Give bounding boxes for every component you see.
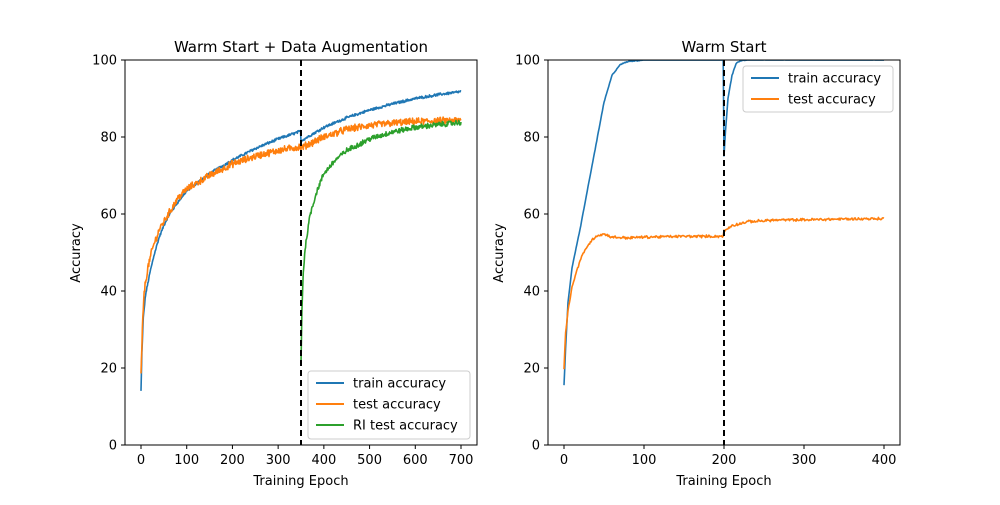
left-x-tick-label-200: 200	[220, 453, 245, 468]
left-legend: train accuracy test accuracy RI test accur…	[307, 370, 471, 440]
left-x-tick-label-600: 600	[403, 453, 428, 468]
right-x-tick-label-0: 0	[560, 453, 568, 468]
left-legend-label-ri-test-accuracy: RI test accuracy	[353, 419, 458, 434]
right-legend: train accuracy test accuracy	[742, 65, 894, 113]
left-legend-label-test-accuracy: test accuracy	[353, 398, 441, 413]
left-legend-label-train-accuracy: train accuracy	[353, 377, 446, 392]
right-chart-panel: Warm Start Training Epoch Accuracy 0 100 2…	[492, 38, 901, 489]
left-x-tick-label-100: 100	[174, 453, 199, 468]
right-x-tick-label-200: 200	[712, 453, 737, 468]
right-y-tick-label-0: 0	[532, 439, 540, 454]
left-x-tick-label-0: 0	[137, 453, 145, 468]
left-chart-title: Warm Start + Data Augmentation	[174, 38, 428, 56]
left-x-tick-label-500: 500	[357, 453, 382, 468]
right-legend-box	[742, 65, 894, 113]
right-y-tick-label-60: 60	[523, 208, 540, 223]
left-y-tick-label-80: 80	[100, 131, 117, 146]
left-x-tick-label-700: 700	[449, 453, 474, 468]
right-x-tick-label-100: 100	[632, 453, 657, 468]
right-y-tick-label-80: 80	[523, 131, 540, 146]
left-y-tick-label-20: 20	[100, 362, 117, 377]
right-x-tick-label-300: 300	[792, 453, 817, 468]
left-x-axis-label: Training Epoch	[252, 474, 348, 489]
left-axes-frame	[124, 59, 478, 446]
right-legend-label-test-accuracy: test accuracy	[788, 93, 876, 108]
left-y-axis-label: Accuracy	[69, 223, 84, 283]
right-x-tick-label-400: 400	[872, 453, 897, 468]
right-legend-label-train-accuracy: train accuracy	[788, 72, 881, 87]
left-y-tick-label-0: 0	[109, 439, 117, 454]
right-x-axis-label: Training Epoch	[675, 474, 771, 489]
right-y-tick-label-40: 40	[523, 285, 540, 300]
right-y-tick-label-20: 20	[523, 362, 540, 377]
right-chart-title: Warm Start	[682, 38, 767, 56]
left-legend-box	[307, 370, 471, 440]
right-y-axis-label: Accuracy	[492, 223, 507, 283]
left-chart-panel: Warm Start + Data Augmentation Training …	[69, 38, 478, 489]
left-x-tick-label-400: 400	[311, 453, 336, 468]
left-y-tick-label-100: 100	[92, 54, 117, 69]
left-series-ri-test-accuracy-line	[300, 119, 462, 365]
right-y-tick-label-100: 100	[515, 54, 540, 69]
left-y-tick-label-60: 60	[100, 208, 117, 223]
left-y-tick-label-40: 40	[100, 285, 117, 300]
left-series-test-accuracy-line	[140, 116, 462, 374]
left-x-tick-label-300: 300	[266, 453, 291, 468]
